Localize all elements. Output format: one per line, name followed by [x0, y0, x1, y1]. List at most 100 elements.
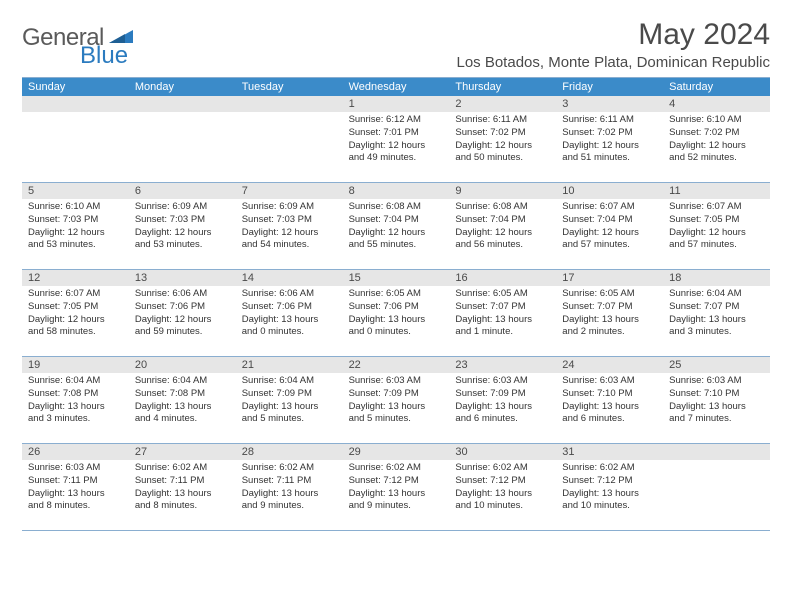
sunset-text: Sunset: 7:02 PM	[455, 127, 550, 140]
title-block: May 2024 Los Botados, Monte Plata, Domin…	[456, 18, 770, 71]
sunset-text: Sunset: 7:10 PM	[669, 388, 764, 401]
sunrise-text: Sunrise: 6:02 AM	[242, 462, 337, 475]
daylight-text: Daylight: 13 hours and 10 minutes.	[562, 488, 657, 514]
day-cell: 9Sunrise: 6:08 AMSunset: 7:04 PMDaylight…	[449, 183, 556, 269]
daylight-text: Daylight: 13 hours and 3 minutes.	[669, 314, 764, 340]
day-content: Sunrise: 6:11 AMSunset: 7:02 PMDaylight:…	[556, 112, 663, 169]
daylight-text: Daylight: 13 hours and 6 minutes.	[455, 401, 550, 427]
daylight-text: Daylight: 12 hours and 50 minutes.	[455, 140, 550, 166]
day-cell: 11Sunrise: 6:07 AMSunset: 7:05 PMDayligh…	[663, 183, 770, 269]
weekday-saturday: Saturday	[663, 78, 770, 96]
sunset-text: Sunset: 7:01 PM	[349, 127, 444, 140]
sunrise-text: Sunrise: 6:06 AM	[135, 288, 230, 301]
day-number: 8	[343, 183, 450, 199]
day-number	[129, 96, 236, 112]
day-cell: 30Sunrise: 6:02 AMSunset: 7:12 PMDayligh…	[449, 444, 556, 530]
daylight-text: Daylight: 13 hours and 1 minute.	[455, 314, 550, 340]
day-cell: 20Sunrise: 6:04 AMSunset: 7:08 PMDayligh…	[129, 357, 236, 443]
day-content: Sunrise: 6:09 AMSunset: 7:03 PMDaylight:…	[129, 199, 236, 256]
day-number: 7	[236, 183, 343, 199]
sunset-text: Sunset: 7:03 PM	[28, 214, 123, 227]
day-number: 27	[129, 444, 236, 460]
day-content: Sunrise: 6:07 AMSunset: 7:05 PMDaylight:…	[22, 286, 129, 343]
day-number	[236, 96, 343, 112]
day-number: 9	[449, 183, 556, 199]
sunset-text: Sunset: 7:07 PM	[562, 301, 657, 314]
day-content: Sunrise: 6:02 AMSunset: 7:11 PMDaylight:…	[236, 460, 343, 517]
day-cell: 27Sunrise: 6:02 AMSunset: 7:11 PMDayligh…	[129, 444, 236, 530]
daylight-text: Daylight: 13 hours and 2 minutes.	[562, 314, 657, 340]
daylight-text: Daylight: 12 hours and 49 minutes.	[349, 140, 444, 166]
sunrise-text: Sunrise: 6:06 AM	[242, 288, 337, 301]
daylight-text: Daylight: 13 hours and 6 minutes.	[562, 401, 657, 427]
weekday-thursday: Thursday	[449, 78, 556, 96]
sunset-text: Sunset: 7:11 PM	[135, 475, 230, 488]
day-number: 4	[663, 96, 770, 112]
sunrise-text: Sunrise: 6:07 AM	[562, 201, 657, 214]
sunset-text: Sunset: 7:05 PM	[669, 214, 764, 227]
daylight-text: Daylight: 13 hours and 5 minutes.	[242, 401, 337, 427]
day-content: Sunrise: 6:06 AMSunset: 7:06 PMDaylight:…	[236, 286, 343, 343]
day-content: Sunrise: 6:04 AMSunset: 7:08 PMDaylight:…	[22, 373, 129, 430]
day-number: 17	[556, 270, 663, 286]
day-cell: 24Sunrise: 6:03 AMSunset: 7:10 PMDayligh…	[556, 357, 663, 443]
day-content: Sunrise: 6:02 AMSunset: 7:12 PMDaylight:…	[556, 460, 663, 517]
daylight-text: Daylight: 12 hours and 52 minutes.	[669, 140, 764, 166]
sunrise-text: Sunrise: 6:03 AM	[669, 375, 764, 388]
day-content: Sunrise: 6:12 AMSunset: 7:01 PMDaylight:…	[343, 112, 450, 169]
week-row: 1Sunrise: 6:12 AMSunset: 7:01 PMDaylight…	[22, 96, 770, 183]
sunset-text: Sunset: 7:11 PM	[28, 475, 123, 488]
weekday-monday: Monday	[129, 78, 236, 96]
sunset-text: Sunset: 7:03 PM	[242, 214, 337, 227]
day-content: Sunrise: 6:07 AMSunset: 7:05 PMDaylight:…	[663, 199, 770, 256]
sunrise-text: Sunrise: 6:05 AM	[562, 288, 657, 301]
weekday-friday: Friday	[556, 78, 663, 96]
day-number: 26	[22, 444, 129, 460]
day-cell: 25Sunrise: 6:03 AMSunset: 7:10 PMDayligh…	[663, 357, 770, 443]
day-number: 28	[236, 444, 343, 460]
daylight-text: Daylight: 12 hours and 53 minutes.	[135, 227, 230, 253]
day-content: Sunrise: 6:04 AMSunset: 7:08 PMDaylight:…	[129, 373, 236, 430]
daylight-text: Daylight: 13 hours and 7 minutes.	[669, 401, 764, 427]
sunset-text: Sunset: 7:06 PM	[242, 301, 337, 314]
sunset-text: Sunset: 7:07 PM	[669, 301, 764, 314]
daylight-text: Daylight: 12 hours and 57 minutes.	[669, 227, 764, 253]
day-content: Sunrise: 6:08 AMSunset: 7:04 PMDaylight:…	[343, 199, 450, 256]
sunset-text: Sunset: 7:12 PM	[349, 475, 444, 488]
day-cell: 29Sunrise: 6:02 AMSunset: 7:12 PMDayligh…	[343, 444, 450, 530]
day-content: Sunrise: 6:07 AMSunset: 7:04 PMDaylight:…	[556, 199, 663, 256]
day-cell-empty	[22, 96, 129, 182]
sunrise-text: Sunrise: 6:02 AM	[562, 462, 657, 475]
weeks-container: 1Sunrise: 6:12 AMSunset: 7:01 PMDaylight…	[22, 96, 770, 531]
day-number: 14	[236, 270, 343, 286]
sunset-text: Sunset: 7:02 PM	[562, 127, 657, 140]
day-number: 12	[22, 270, 129, 286]
day-number: 3	[556, 96, 663, 112]
sunrise-text: Sunrise: 6:04 AM	[669, 288, 764, 301]
daylight-text: Daylight: 12 hours and 51 minutes.	[562, 140, 657, 166]
day-content: Sunrise: 6:02 AMSunset: 7:12 PMDaylight:…	[449, 460, 556, 517]
sunset-text: Sunset: 7:09 PM	[455, 388, 550, 401]
sunrise-text: Sunrise: 6:04 AM	[28, 375, 123, 388]
day-number: 10	[556, 183, 663, 199]
day-cell: 2Sunrise: 6:11 AMSunset: 7:02 PMDaylight…	[449, 96, 556, 182]
daylight-text: Daylight: 13 hours and 9 minutes.	[242, 488, 337, 514]
sunrise-text: Sunrise: 6:08 AM	[455, 201, 550, 214]
logo: General Blue	[22, 24, 137, 52]
month-title: May 2024	[456, 18, 770, 52]
day-number: 13	[129, 270, 236, 286]
daylight-text: Daylight: 12 hours and 53 minutes.	[28, 227, 123, 253]
sunset-text: Sunset: 7:08 PM	[135, 388, 230, 401]
sunrise-text: Sunrise: 6:10 AM	[28, 201, 123, 214]
daylight-text: Daylight: 13 hours and 0 minutes.	[349, 314, 444, 340]
day-cell: 5Sunrise: 6:10 AMSunset: 7:03 PMDaylight…	[22, 183, 129, 269]
day-number: 31	[556, 444, 663, 460]
day-number: 6	[129, 183, 236, 199]
day-number: 30	[449, 444, 556, 460]
day-cell: 4Sunrise: 6:10 AMSunset: 7:02 PMDaylight…	[663, 96, 770, 182]
sunrise-text: Sunrise: 6:12 AM	[349, 114, 444, 127]
day-number: 15	[343, 270, 450, 286]
sunrise-text: Sunrise: 6:05 AM	[349, 288, 444, 301]
week-row: 26Sunrise: 6:03 AMSunset: 7:11 PMDayligh…	[22, 444, 770, 531]
day-cell: 13Sunrise: 6:06 AMSunset: 7:06 PMDayligh…	[129, 270, 236, 356]
